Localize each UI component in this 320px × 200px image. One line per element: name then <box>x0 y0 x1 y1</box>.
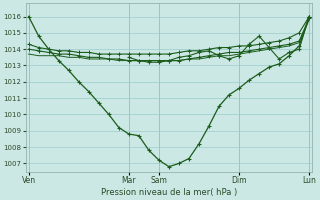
X-axis label: Pression niveau de la mer( hPa ): Pression niveau de la mer( hPa ) <box>101 188 237 197</box>
